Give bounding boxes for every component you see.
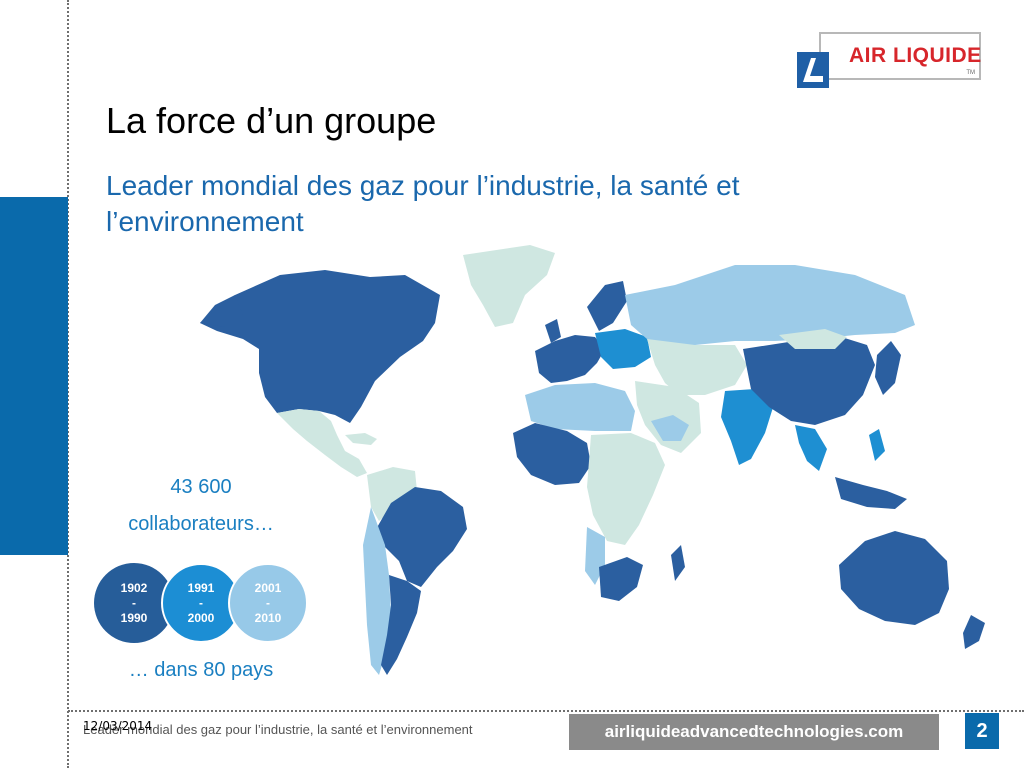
air-liquide-emblem-icon — [797, 52, 829, 88]
new-zealand — [963, 615, 985, 649]
central-east-africa — [587, 433, 665, 545]
timeline-circle-1991-2000: 1991 - 2000 — [161, 563, 241, 643]
employees-count: 43 600 — [170, 476, 232, 498]
eastern-europe — [595, 329, 651, 369]
timeline-end: 2000 — [187, 610, 215, 625]
side-accent-bar — [0, 197, 68, 555]
arabia-gulf — [651, 415, 689, 441]
timeline-sep: - — [132, 595, 136, 610]
footer-date: 12/03/2014 — [83, 719, 153, 733]
page-number: 2 — [965, 713, 999, 749]
logo-text: AIR LIQUIDE — [849, 44, 982, 67]
north-africa — [525, 383, 635, 431]
western-europe — [535, 335, 605, 383]
air-liquide-logo: AIR LIQUIDE TM — [797, 32, 981, 90]
timeline-circle-2001-2010: 2001 - 2010 — [228, 563, 308, 643]
logo-frame: AIR LIQUIDE TM — [819, 32, 981, 80]
philippines — [869, 429, 885, 461]
timeline-end: 1990 — [120, 610, 148, 625]
timeline-circles: 1902 - 1990 1991 - 2000 2001 - 2010 — [94, 563, 308, 643]
slide-subtitle: Leader mondial des gaz pour l’industrie,… — [106, 170, 740, 237]
countries-label: … dans 80 pays — [128, 659, 274, 681]
timeline-start: 1991 — [187, 580, 215, 595]
website-url-badge[interactable]: airliquideadvancedtechnologies.com — [569, 714, 939, 750]
caribbean — [345, 433, 377, 445]
korea-japan — [875, 341, 901, 395]
alaska — [200, 295, 243, 327]
timeline-end: 2010 — [254, 610, 282, 625]
argentina — [381, 575, 421, 675]
scandinavia — [587, 281, 627, 331]
south-america-north — [367, 467, 417, 521]
slide-title: La force d’un groupe — [106, 100, 437, 141]
footer-tagline: Leader mondial des gaz pour l’industrie,… — [83, 722, 473, 737]
world-map — [200, 245, 985, 675]
mongolia — [779, 329, 847, 349]
logo-tm: TM — [966, 70, 975, 76]
brazil — [375, 487, 467, 587]
southeast-asia — [795, 425, 827, 471]
left-guide-line — [67, 0, 69, 768]
timeline-sep: - — [199, 595, 203, 610]
greenland — [463, 245, 555, 327]
timeline-start: 1902 — [120, 580, 148, 595]
north-america — [200, 270, 440, 423]
australia — [839, 531, 949, 625]
indonesia — [835, 477, 907, 509]
timeline-start: 2001 — [254, 580, 282, 595]
central-asia — [647, 339, 747, 395]
india — [721, 389, 775, 465]
russia — [625, 265, 915, 347]
south-africa — [599, 557, 643, 601]
china — [743, 335, 875, 425]
timeline-circle-1902-1990: 1902 - 1990 — [94, 563, 174, 643]
south-america-west — [363, 507, 391, 675]
timeline-sep: - — [266, 595, 270, 610]
footer-divider — [68, 710, 1024, 712]
madagascar — [671, 545, 685, 581]
employees-label: collaborateurs… — [128, 513, 274, 535]
uk — [545, 319, 561, 343]
central-america — [277, 409, 367, 477]
west-africa — [513, 423, 591, 485]
